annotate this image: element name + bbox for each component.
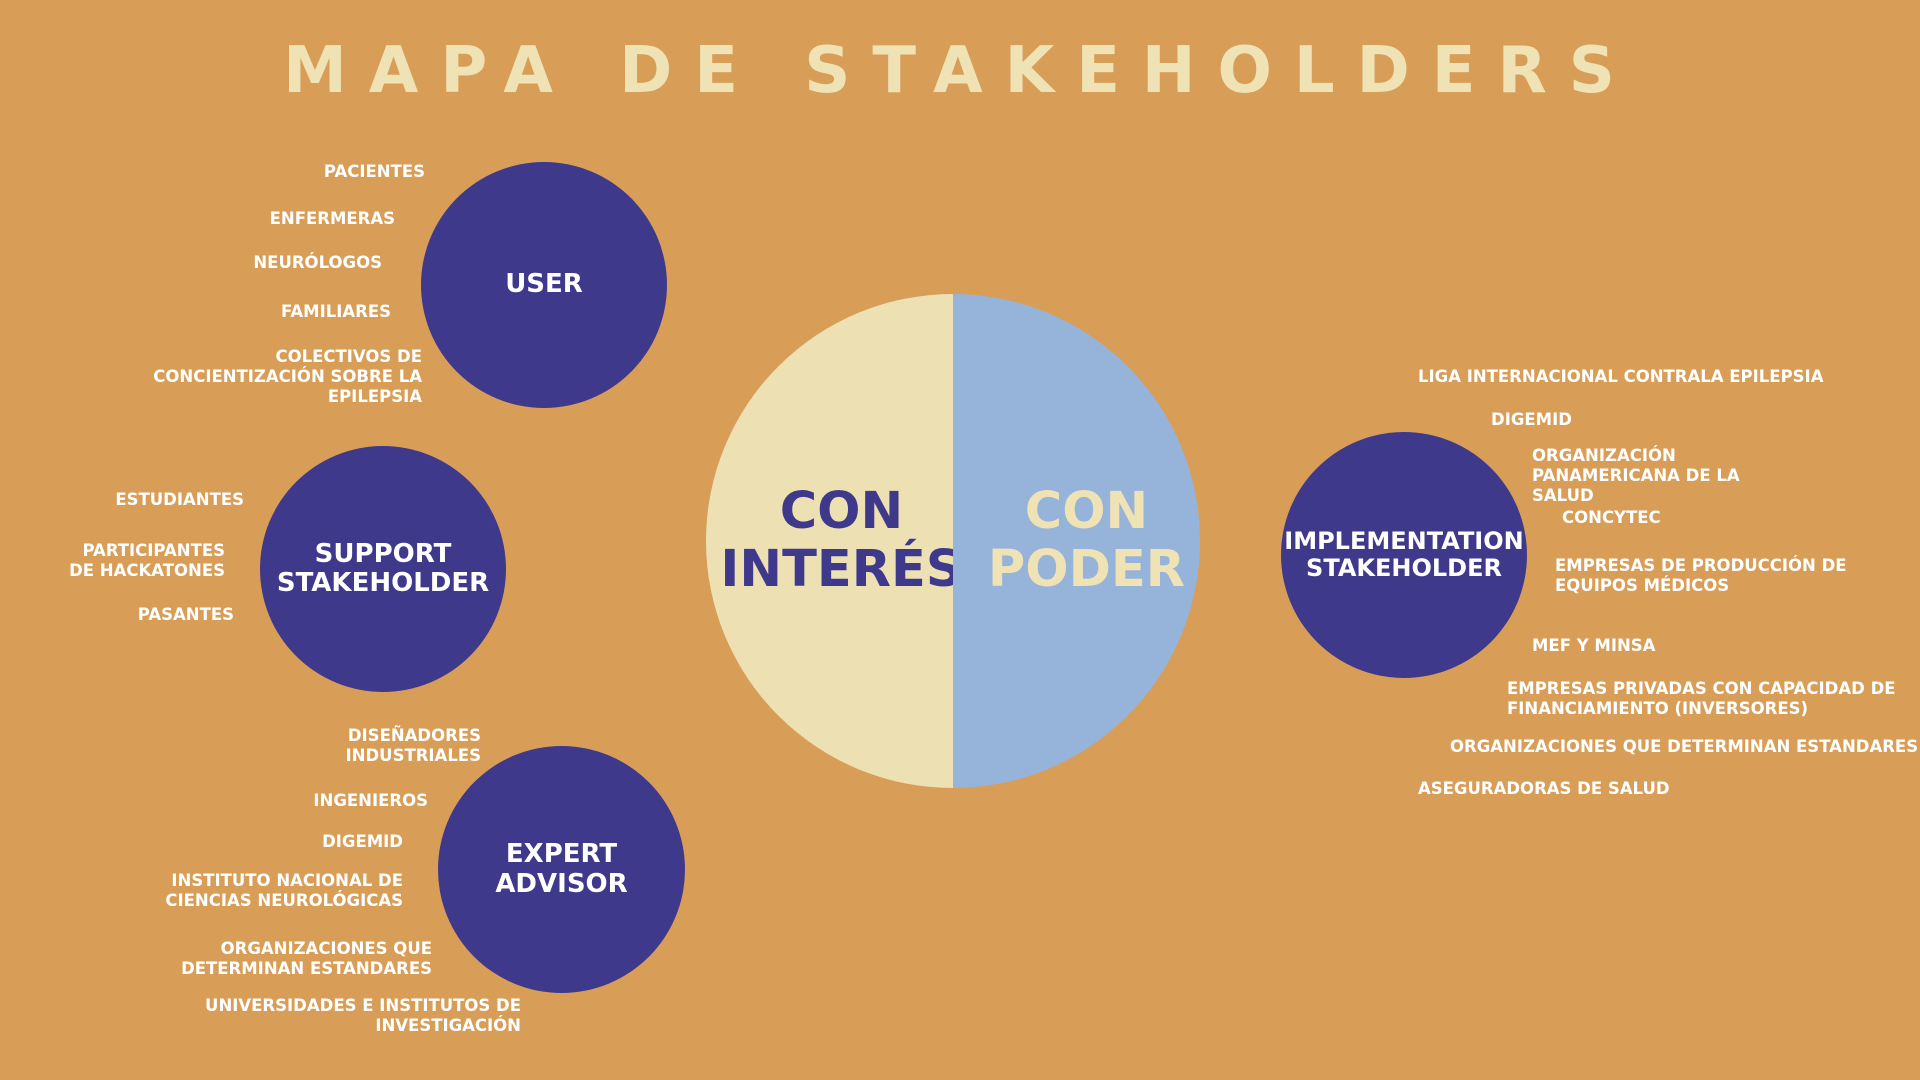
implementation-item-ops: ORGANIZACIÓN PANAMERICANA DE LA SALUD [1532,446,1740,505]
expert-item-ingenieros: INGENIEROS [313,791,428,810]
implementation-item-digemid: DIGEMID [1491,410,1572,429]
expert-advisor-circle: EXPERT ADVISOR [438,746,685,993]
interest-label: CON INTERÉS [720,482,963,599]
expert-item-organizaciones: ORGANIZACIONES QUE DETERMINAN ESTANDARES [181,939,432,978]
user-item-pacientes: PACIENTES [323,162,425,181]
user-circle: USER [421,162,667,408]
expert-item-instituto: INSTITUTO NACIONAL DE CIENCIAS NEUROLÓGI… [165,871,403,910]
support-item-participantes: PARTICIPANTES DE HACKATONES [69,541,225,580]
implementation-item-empresas-produccion: EMPRESAS DE PRODUCCIÓN DE EQUIPOS MÉDICO… [1555,556,1847,595]
page-title: MAPA DE STAKEHOLDERS [283,34,1637,108]
support-item-estudiantes: ESTUDIANTES [115,490,244,509]
implementation-item-mef-minsa: MEF Y MINSA [1532,636,1656,655]
implementation-stakeholder-circle: IMPLEMENTATION STAKEHOLDER [1281,432,1527,678]
support-item-pasantes: PASANTES [137,605,234,624]
expert-circle-label: EXPERT ADVISOR [495,839,628,899]
user-item-enfermeras: ENFERMERAS [269,209,395,228]
power-half: CON PODER [953,294,1200,788]
support-circle-label: SUPPORT STAKEHOLDER [276,538,490,598]
implementation-item-liga: LIGA INTERNACIONAL CONTRALA EPILEPSIA [1418,367,1824,386]
implementation-item-aseguradoras: ASEGURADORAS DE SALUD [1418,779,1670,798]
expert-item-digemid: DIGEMID [322,832,403,851]
expert-item-disenadores: DISEÑADORES INDUSTRIALES [345,726,481,765]
implementation-item-concytec: CONCYTEC [1562,508,1661,527]
expert-item-universidades: UNIVERSIDADES E INSTITUTOS DE INVESTIGAC… [205,996,521,1035]
user-item-neurologos: NEURÓLOGOS [253,253,382,272]
user-item-familiares: FAMILIARES [281,302,391,321]
implementation-item-empresas-privadas: EMPRESAS PRIVADAS CON CAPACIDAD DE FINAN… [1507,679,1896,718]
interest-half: CON INTERÉS [706,294,963,788]
interest-power-circle: CON INTERÉS CON PODER [706,294,1200,788]
implementation-circle-label: IMPLEMENTATION STAKEHOLDER [1284,527,1524,582]
user-circle-label: USER [505,269,583,300]
user-item-colectivos: COLECTIVOS DE CONCIENTIZACIÓN SOBRE LA E… [153,347,422,406]
implementation-item-organizaciones: ORGANIZACIONES QUE DETERMINAN ESTANDARES [1450,737,1919,756]
support-stakeholder-circle: SUPPORT STAKEHOLDER [260,446,506,692]
power-label: CON PODER [987,482,1186,599]
